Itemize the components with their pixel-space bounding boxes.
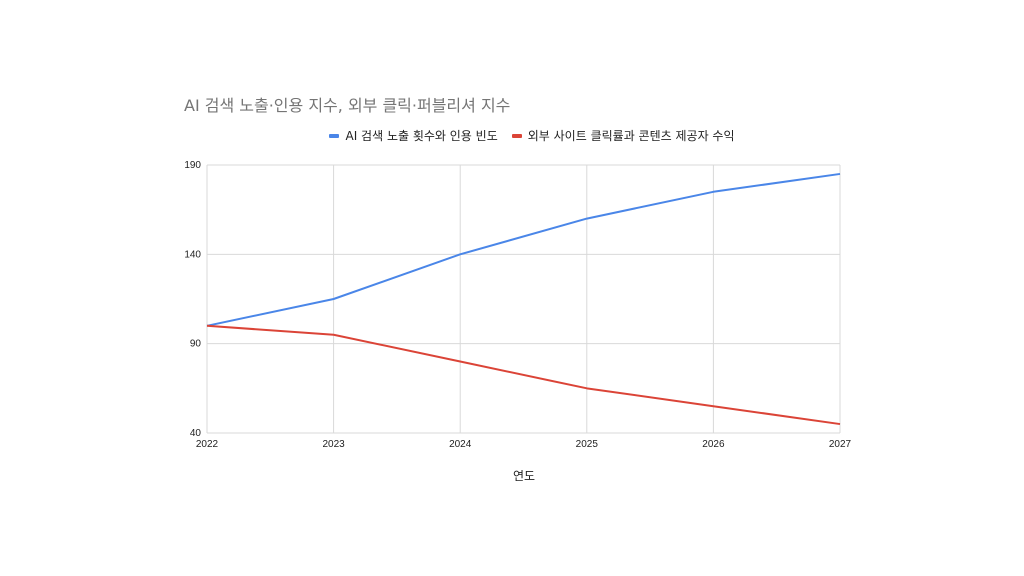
legend-item-ai-exposure: AI 검색 노출 횟수와 인용 빈도 xyxy=(329,127,498,144)
legend-label: AI 검색 노출 횟수와 인용 빈도 xyxy=(345,129,498,143)
x-tick-label: 2025 xyxy=(576,439,599,450)
x-axis-label: 연도 xyxy=(513,469,535,483)
legend: AI 검색 노출 횟수와 인용 빈도 외부 사이트 클릭률과 콘텐츠 제공자 수… xyxy=(0,127,1024,144)
x-tick-label: 2024 xyxy=(449,439,472,450)
legend-swatch-blue xyxy=(329,133,340,138)
x-tick-label: 2023 xyxy=(322,439,345,450)
series-line-1 xyxy=(206,324,841,426)
x-tick-label: 2026 xyxy=(702,439,725,450)
y-tick-label: 190 xyxy=(184,160,201,171)
y-tick-label: 140 xyxy=(184,249,201,260)
y-tick-label: 40 xyxy=(190,428,202,439)
x-tick-label: 2027 xyxy=(829,439,852,450)
y-tick-label: 90 xyxy=(190,339,202,350)
legend-label: 외부 사이트 클릭률과 콘텐츠 제공자 수익 xyxy=(527,129,735,143)
chart-title: AI 검색 노출·인용 지수, 외부 클릭·퍼블리셔 지수 xyxy=(184,96,511,115)
legend-item-click-revenue: 외부 사이트 클릭률과 콘텐츠 제공자 수익 xyxy=(511,127,735,144)
series-line-0 xyxy=(206,172,841,327)
x-tick-label: 2022 xyxy=(196,439,219,450)
legend-swatch-red xyxy=(511,133,522,138)
